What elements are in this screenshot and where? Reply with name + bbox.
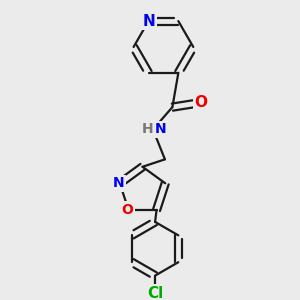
- Text: O: O: [121, 203, 133, 217]
- Text: H: H: [141, 122, 153, 136]
- Text: Cl: Cl: [147, 286, 163, 300]
- Text: N: N: [154, 122, 166, 136]
- Text: N: N: [142, 14, 155, 28]
- Text: N: N: [112, 176, 124, 190]
- Text: O: O: [194, 95, 207, 110]
